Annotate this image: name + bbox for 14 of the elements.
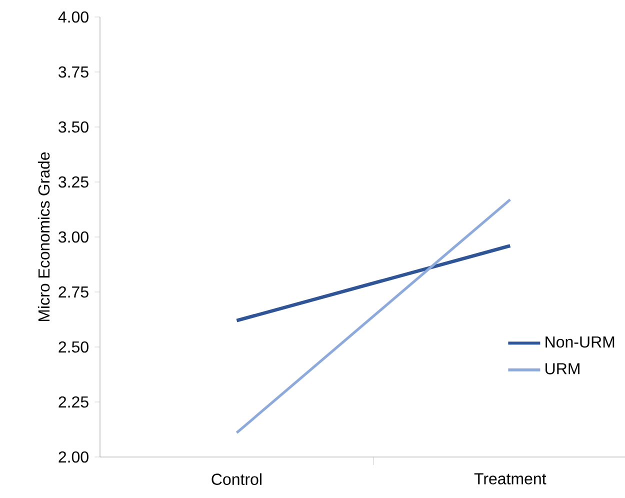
y-tick-label: 2.75 bbox=[58, 286, 88, 298]
y-tick-label: 4.00 bbox=[58, 11, 88, 23]
x-tick-label: Control bbox=[212, 473, 262, 485]
y-tick-label: 2.50 bbox=[58, 341, 88, 353]
y-tick-label: 3.25 bbox=[58, 176, 88, 188]
y-tick-label: 3.75 bbox=[58, 66, 88, 78]
y-tick-label: 2.25 bbox=[58, 396, 88, 408]
x-tick-label: Treatment bbox=[474, 473, 546, 484]
legend-label: Non-URM bbox=[546, 336, 614, 348]
y-tick-label: 3.00 bbox=[58, 231, 88, 243]
y-tick-label: 2.00 bbox=[58, 451, 88, 463]
y-axis-title: Micro Economics Grade bbox=[38, 152, 50, 322]
y-tick-label: 3.50 bbox=[58, 121, 88, 133]
legend-label: URM bbox=[546, 363, 580, 374]
